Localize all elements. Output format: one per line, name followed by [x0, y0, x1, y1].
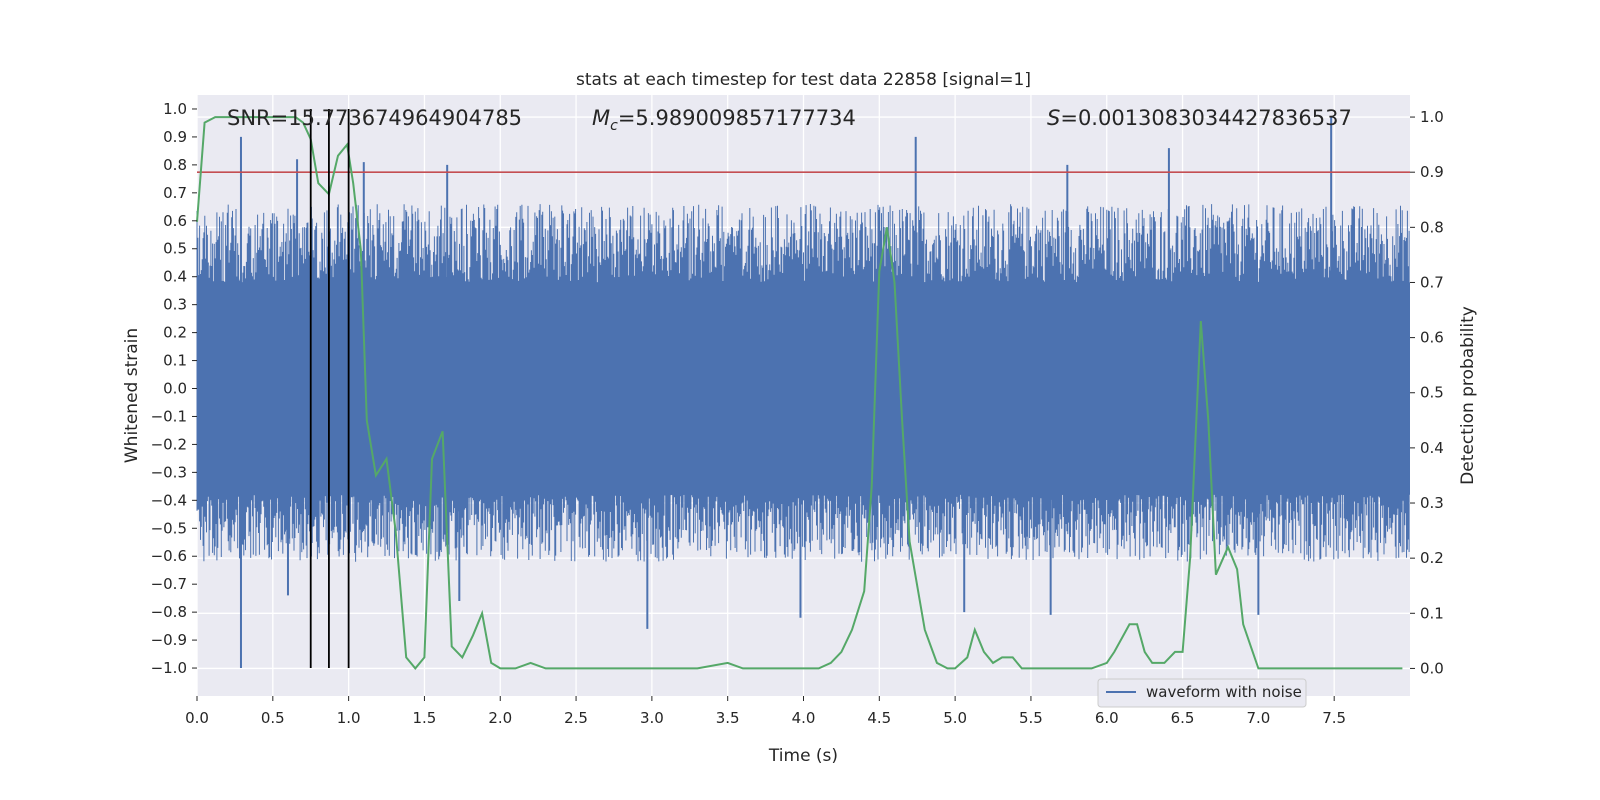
- axis-ticks: 0.0 0.5 1.0 1.5 2.0 2.5 3.0 3.5 4.0 4.5 5.0 5.5 6.0 6…: [151, 100, 1444, 727]
- waveform-series: [196, 117, 1410, 669]
- y-right-tick-label: 1.0: [1420, 108, 1444, 126]
- x-tick-label: 0.5: [261, 709, 285, 727]
- y-left-tick-label: −0.9: [151, 631, 187, 649]
- detection-probability-series: [196, 116, 1403, 670]
- detection-probability-line: [196, 116, 1403, 670]
- y-right-tick-label: 0.5: [1420, 384, 1444, 402]
- y-right-tick-label: 0.6: [1420, 329, 1444, 347]
- y-axis-label-left: Whitened strain: [122, 328, 142, 463]
- y-axis-label-right: Detection probability: [1458, 306, 1478, 485]
- s-value: =0.0013083034427836537: [1060, 106, 1352, 130]
- x-tick-label: 6.0: [1095, 709, 1119, 727]
- x-tick-label: 7.5: [1322, 709, 1346, 727]
- chart-title: stats at each timestep for test data 228…: [576, 70, 1031, 90]
- x-tick-label: 5.5: [1019, 709, 1043, 727]
- y-left-tick-label: −0.1: [151, 407, 187, 425]
- y-left-tick-label: 0.4: [163, 268, 187, 286]
- x-axis-label: Time (s): [768, 746, 838, 766]
- y-left-tick-label: −0.5: [151, 519, 187, 537]
- y-left-tick-label: 0.9: [163, 128, 187, 146]
- x-tick-label: 4.5: [867, 709, 891, 727]
- legend-box: [1097, 678, 1307, 708]
- y-left-tick-label: −0.6: [151, 547, 187, 565]
- x-tick-label: 4.0: [792, 709, 816, 727]
- x-tick-label: 7.0: [1246, 709, 1270, 727]
- y-right-tick-label: 0.3: [1420, 494, 1444, 512]
- legend-label: waveform with noise: [1146, 683, 1302, 701]
- y-left-tick-label: 0.0: [163, 380, 187, 398]
- x-tick-label: 0.0: [185, 709, 209, 727]
- x-tick-label: 5.0: [943, 709, 967, 727]
- y-left-tick-label: −0.3: [151, 463, 187, 481]
- y-left-tick-label: −0.2: [151, 435, 187, 453]
- y-left-tick-label: 0.6: [163, 212, 187, 230]
- chirp-mass-symbol: M: [592, 106, 610, 130]
- chirp-mass-annotation: Mc=5.989009857177734: [592, 106, 856, 134]
- x-tick-label: 1.5: [413, 709, 437, 727]
- y-left-tick-label: −0.4: [151, 491, 187, 509]
- x-tick-label: 2.5: [564, 709, 588, 727]
- y-left-tick-label: 0.7: [163, 184, 187, 202]
- legend: waveform with noise: [1097, 678, 1307, 708]
- y-left-tick-label: 0.1: [163, 352, 187, 370]
- y-left-tick-label: 0.5: [163, 240, 187, 258]
- y-left-tick-label: −0.7: [151, 575, 187, 593]
- x-tick-label: 1.0: [337, 709, 361, 727]
- s-symbol: S: [1047, 106, 1060, 130]
- y-left-tick-label: 1.0: [163, 100, 187, 118]
- y-right-tick-label: 0.4: [1420, 439, 1444, 457]
- y-right-tick-label: 0.7: [1420, 273, 1444, 291]
- y-left-tick-label: 0.2: [163, 324, 187, 342]
- y-left-tick-label: −0.8: [151, 603, 187, 621]
- vertical-markers: [309, 108, 350, 669]
- s-annotation: S=0.0013083034427836537: [1047, 106, 1352, 130]
- chirp-mass-value: =5.989009857177734: [618, 106, 856, 130]
- y-left-tick-label: −1.0: [151, 659, 187, 677]
- x-tick-label: 3.5: [716, 709, 740, 727]
- chirp-mass-subscript: c: [610, 118, 618, 134]
- x-tick-label: 6.5: [1171, 709, 1195, 727]
- y-right-tick-label: 0.1: [1420, 604, 1444, 622]
- x-tick-label: 2.0: [488, 709, 512, 727]
- y-left-tick-label: 0.8: [163, 156, 187, 174]
- snr-annotation: SNR=15.773674964904785: [227, 106, 522, 130]
- x-tick-label: 3.0: [640, 709, 664, 727]
- y-right-tick-label: 0.2: [1420, 549, 1444, 567]
- y-right-tick-label: 0.9: [1420, 163, 1444, 181]
- y-right-tick-label: 0.8: [1420, 218, 1444, 236]
- y-left-tick-label: 0.3: [163, 296, 187, 314]
- y-right-tick-label: 0.0: [1420, 659, 1444, 677]
